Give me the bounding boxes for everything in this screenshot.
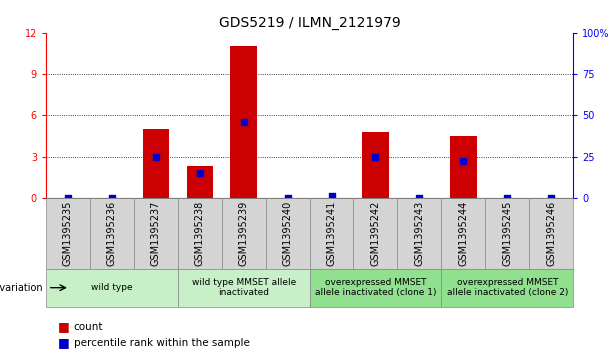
- Bar: [485, 198, 529, 269]
- Bar: [310, 198, 354, 269]
- Text: GSM1395241: GSM1395241: [327, 201, 337, 266]
- Point: [195, 170, 205, 176]
- Text: GSM1395242: GSM1395242: [370, 200, 381, 266]
- Point: [283, 195, 292, 201]
- Text: overexpressed MMSET
allele inactivated (clone 1): overexpressed MMSET allele inactivated (…: [314, 278, 436, 297]
- Bar: [178, 269, 310, 307]
- Point: [459, 159, 468, 164]
- Bar: [441, 269, 573, 307]
- Text: ■: ■: [58, 337, 70, 350]
- Bar: [230, 46, 257, 198]
- Text: count: count: [74, 322, 103, 332]
- Point: [546, 195, 556, 201]
- Text: percentile rank within the sample: percentile rank within the sample: [74, 338, 249, 348]
- Point: [63, 195, 73, 201]
- Text: GSM1395237: GSM1395237: [151, 200, 161, 266]
- Point: [239, 119, 249, 125]
- Point: [414, 195, 424, 201]
- Text: ■: ■: [58, 320, 70, 333]
- Point: [151, 154, 161, 159]
- Text: GSM1395245: GSM1395245: [502, 200, 512, 266]
- Bar: [450, 136, 476, 198]
- Bar: [178, 198, 222, 269]
- Bar: [46, 269, 178, 307]
- Text: genotype/variation: genotype/variation: [0, 283, 43, 293]
- Bar: [143, 129, 169, 198]
- Text: GSM1395244: GSM1395244: [459, 201, 468, 266]
- Text: GSM1395235: GSM1395235: [63, 200, 73, 266]
- Point: [503, 195, 512, 201]
- Text: wild type MMSET allele
inactivated: wild type MMSET allele inactivated: [191, 278, 296, 297]
- Point: [327, 193, 337, 199]
- Bar: [354, 198, 397, 269]
- Bar: [441, 198, 485, 269]
- Bar: [397, 198, 441, 269]
- Text: GSM1395238: GSM1395238: [195, 201, 205, 266]
- Text: GSM1395243: GSM1395243: [414, 201, 424, 266]
- Text: GSM1395246: GSM1395246: [546, 201, 556, 266]
- Bar: [90, 198, 134, 269]
- Bar: [222, 198, 265, 269]
- Bar: [529, 198, 573, 269]
- Bar: [362, 132, 389, 198]
- Bar: [134, 198, 178, 269]
- Bar: [310, 269, 441, 307]
- Title: GDS5219 / ILMN_2121979: GDS5219 / ILMN_2121979: [219, 16, 400, 30]
- Point: [370, 154, 380, 159]
- Point: [107, 195, 117, 201]
- Text: GSM1395239: GSM1395239: [238, 201, 249, 266]
- Bar: [265, 198, 310, 269]
- Text: wild type: wild type: [91, 283, 132, 292]
- Text: GSM1395240: GSM1395240: [283, 201, 292, 266]
- Text: overexpressed MMSET
allele inactivated (clone 2): overexpressed MMSET allele inactivated (…: [446, 278, 568, 297]
- Text: GSM1395236: GSM1395236: [107, 201, 117, 266]
- Bar: [186, 166, 213, 198]
- Bar: [46, 198, 90, 269]
